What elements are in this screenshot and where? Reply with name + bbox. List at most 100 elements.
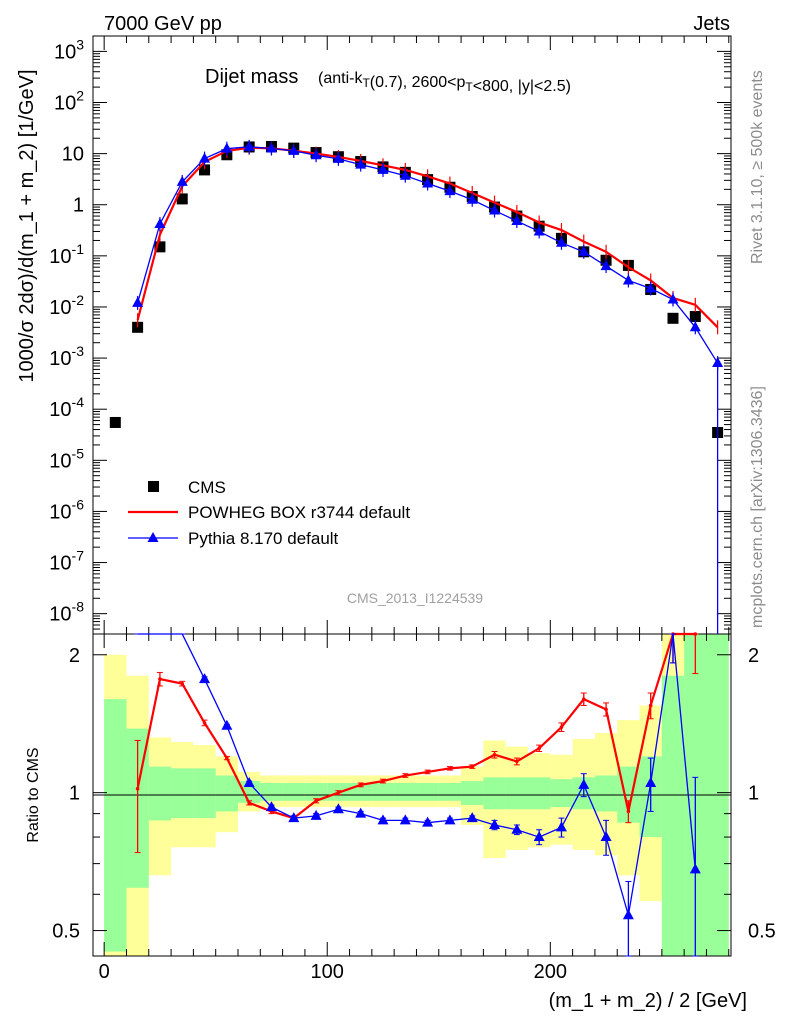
pythia-ratio-marker [533, 831, 545, 842]
pythia-ratio-marker [399, 814, 411, 825]
powheg-ratio-marker [314, 798, 318, 803]
powheg-ratio-marker [604, 707, 608, 712]
y-tick-label: 10-4 [49, 394, 84, 421]
ratio-band-inner [416, 782, 439, 801]
ratio-band-inner [483, 777, 506, 810]
pythia-marker [533, 225, 545, 236]
cms-data-point [199, 164, 211, 176]
pythia-marker [399, 169, 411, 180]
y-tick-label: 10-8 [49, 599, 84, 626]
pythia-ratio-marker [377, 814, 389, 825]
powheg-ratio-marker [425, 770, 430, 774]
pythia-marker [600, 260, 612, 271]
powheg-ratio-marker [135, 786, 140, 791]
ratio-y-tick-label-right: 0.5 [748, 921, 776, 943]
pythia-ratio-marker [555, 821, 567, 832]
ratio-band-inner [238, 781, 261, 803]
y-tick-label: 10-2 [49, 292, 84, 319]
main-panel-data [109, 139, 724, 634]
ratio-panel-data [134, 632, 701, 957]
cms-data-point [176, 193, 188, 205]
powheg-ratio-marker [403, 773, 408, 778]
pythia-marker [332, 152, 344, 163]
legend-label: POWHEG BOX r3744 default [188, 503, 410, 522]
pythia-ratio-marker [466, 812, 478, 823]
cms-data-point [154, 241, 166, 253]
ratio-band-inner [193, 768, 216, 819]
pythia-ratio-line [137, 633, 696, 916]
cms-data-point [689, 311, 701, 323]
pythia-ratio-marker [689, 863, 701, 874]
powheg-ratio-marker [626, 809, 631, 814]
mcplots-label: mcplots.cern.ch [arXiv:1306.3436] [749, 386, 766, 628]
x-tick-label: 0 [99, 961, 110, 983]
pythia-ratio-marker [199, 673, 211, 684]
ratio-ylabel: Ratio to CMS [25, 747, 42, 842]
powheg-ratio-marker [448, 766, 452, 771]
powheg-ratio-marker [470, 764, 475, 769]
powheg-ratio-marker [180, 681, 185, 686]
ratio-band-inner [304, 782, 328, 801]
ratio-band-inner [215, 775, 238, 812]
pythia-ratio-marker [288, 812, 300, 823]
pythia-marker [243, 140, 255, 151]
ratio-band-inner [461, 781, 484, 805]
tick-labels: 0 100 20010310210110-110-210-310-410-510-6… [49, 36, 776, 983]
pythia-marker [444, 185, 456, 196]
rivet-label: Rivet 3.1.10, ≥ 500k events [749, 70, 766, 264]
pythia-marker [622, 274, 634, 285]
powheg-ratio-marker [158, 677, 162, 681]
pythia-marker [355, 158, 367, 169]
legend-label: Pythia 8.170 default [188, 529, 339, 548]
pythia-marker [288, 144, 300, 155]
ratio-y-tick-label: 2 [69, 645, 80, 667]
x-tick-label: 200 [534, 961, 567, 983]
plot-title-extra: (anti-kT(0.7), 2600<pT<800, |y|<2.5) [318, 70, 571, 95]
pythia-marker [265, 142, 277, 153]
powheg-ratio-marker [202, 721, 207, 725]
ratio-band-inner [282, 782, 305, 801]
cms-data-point [132, 321, 144, 333]
pythia-marker [132, 296, 144, 307]
pythia-ratio-marker [489, 818, 501, 829]
powheg-ratio-marker [336, 790, 341, 795]
powheg-ratio-marker [381, 779, 385, 783]
pythia-ratio-marker [355, 807, 367, 818]
y-tick-label: 10-3 [49, 343, 84, 370]
header-energy: 7000 GeV pp [104, 13, 222, 35]
pythia-marker [377, 163, 389, 174]
axis-ticks [93, 35, 731, 956]
pythia-marker [310, 149, 322, 160]
plot-title: Dijet mass [205, 66, 298, 88]
y-tick-label: 1 [73, 195, 84, 217]
y-tick-label: 10-6 [49, 496, 84, 523]
xlabel: (m_1 + m_2) / 2 [GeV] [549, 990, 747, 1012]
y-tick-label: 103 [54, 36, 84, 63]
legend-pythia-triangle [147, 532, 159, 542]
ratio-band-inner [394, 782, 417, 801]
pythia-marker [578, 245, 590, 256]
pythia-ratio-marker [600, 831, 612, 842]
powheg-ratio-marker [693, 632, 698, 636]
powheg-ratio-marker [515, 759, 519, 764]
pythia-marker [422, 177, 434, 188]
ratio-band-inner [371, 782, 395, 801]
ratio-band-inner [528, 777, 551, 810]
y-tick-label: 10 [62, 144, 84, 166]
legend: CMS POWHEG BOX r3744 default Pythia 8.170 … [128, 478, 410, 548]
powheg-ratio-marker [559, 725, 564, 729]
pythia-ratio-marker [422, 816, 434, 827]
y-tick-label: 10-1 [49, 241, 84, 268]
ratio-band-inner [661, 675, 685, 956]
pythia-marker [489, 204, 501, 215]
pythia-marker [689, 321, 701, 332]
pythia-marker [466, 193, 478, 204]
pythia-marker [511, 215, 523, 226]
ratio-band-inner [260, 782, 283, 801]
watermark: CMS_2013_I1224539 [347, 590, 483, 606]
pythia-ratio-marker [511, 823, 523, 834]
legend-cms-marker [148, 481, 159, 492]
pythia-ratio-marker [332, 803, 344, 814]
y-tick-label: 10-7 [49, 548, 84, 575]
